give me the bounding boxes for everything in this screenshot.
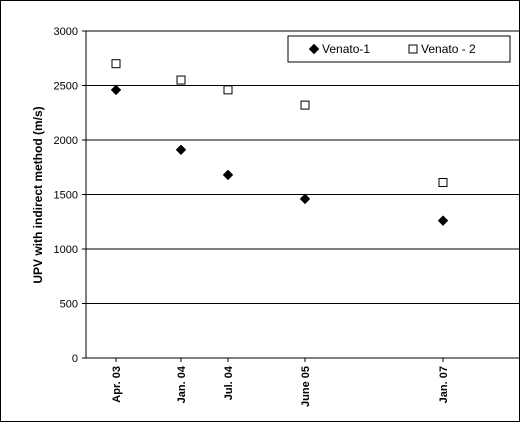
y-tick-label: 1500 (54, 190, 78, 202)
y-tick-label: 3000 (54, 26, 78, 38)
y-tick-label: 0 (72, 353, 78, 365)
x-tick-label: June 05 (300, 366, 312, 407)
point-venato-2 (177, 76, 185, 84)
point-venato-2 (439, 179, 447, 187)
x-tick-label: Jan. 04 (176, 365, 188, 403)
legend: Venato-1 Venato - 2 (288, 36, 510, 62)
point-venato-2 (112, 60, 120, 68)
x-tick-label: Apr. 03 (111, 366, 123, 403)
point-venato-2 (224, 86, 232, 94)
legend-label-venato-2: Venato - 2 (421, 42, 476, 56)
y-tick-label: 2000 (54, 135, 78, 147)
x-tick-label: Jul. 04 (223, 365, 235, 400)
y-tick-label: 500 (60, 299, 78, 311)
legend-label-venato-1: Venato-1 (322, 42, 370, 56)
y-tick-label: 2500 (54, 81, 78, 93)
point-venato-2 (301, 101, 309, 109)
y-axis-label: UPV with indirect method (m/s) (31, 106, 45, 283)
legend-marker-venato-2 (409, 45, 417, 53)
y-tick-label: 1000 (54, 244, 78, 256)
x-tick-label: Jan. 07 (438, 366, 450, 403)
